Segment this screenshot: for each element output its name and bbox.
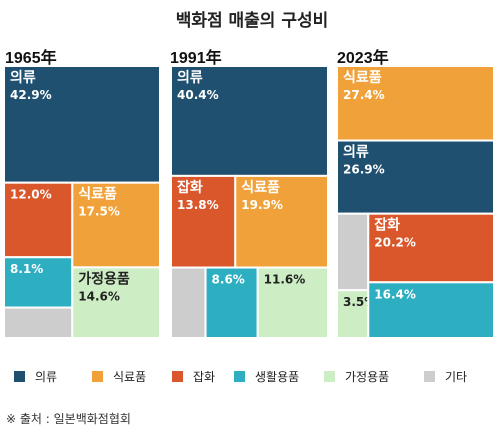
legend-label: 기타 bbox=[445, 370, 468, 384]
tile-0-5 bbox=[3, 306, 74, 339]
tile-value-label: 16.4% bbox=[374, 287, 416, 301]
tile-1-0 bbox=[170, 65, 329, 177]
tile-label: 의류 bbox=[10, 69, 36, 86]
legend-item-기타: 기타 bbox=[424, 368, 467, 385]
legend-label: 의류 bbox=[35, 370, 58, 384]
tile-value-label: 20.2% bbox=[374, 236, 416, 250]
legend-swatch bbox=[234, 371, 245, 382]
tile-1-2 bbox=[234, 174, 329, 269]
legend-label: 생활용품 bbox=[255, 370, 300, 384]
tile-value-label: 8.6% bbox=[212, 273, 245, 287]
tile-0-1 bbox=[3, 181, 74, 259]
source-note: ※ 출처 : 일본백화점협회 bbox=[6, 412, 131, 426]
tile-value-label: 14.6% bbox=[78, 289, 120, 303]
legend-item-식료품: 식료품 bbox=[92, 368, 146, 385]
treemap-charts: 의류 42.9% 12.0% 8.1% 식료품 17.5% 가정용품 14.6% 의류 40.4%… bbox=[3, 65, 495, 339]
tile-2-5 bbox=[367, 281, 495, 339]
tile-label: 식료품 bbox=[343, 70, 382, 86]
tile-value-label: 42.9% bbox=[10, 88, 52, 102]
year-label-1965: 1965年 bbox=[5, 50, 57, 67]
tile-value-label: 13.8% bbox=[177, 198, 219, 212]
tile-2-3 bbox=[367, 212, 495, 284]
tile-value-label: 40.4% bbox=[177, 88, 219, 102]
legend-swatch bbox=[92, 371, 103, 382]
tile-value-label: 8.1% bbox=[10, 262, 43, 276]
tile-value-label: 19.9% bbox=[241, 198, 283, 212]
tile-value-label: 12.0% bbox=[10, 188, 52, 202]
tile-0-4 bbox=[71, 266, 161, 339]
chart-title: 백화점 매출의 구성비 bbox=[175, 11, 329, 31]
tile-0-3 bbox=[3, 256, 74, 309]
legend-item-가정용품: 가정용품 bbox=[324, 368, 389, 385]
tile-2-4 bbox=[336, 289, 370, 339]
tile-2-2 bbox=[336, 212, 370, 292]
tile-value-label: 11.6% bbox=[264, 273, 306, 287]
tile-value-label: 27.4% bbox=[343, 88, 385, 102]
legend-swatch bbox=[324, 371, 335, 382]
tile-value-label: 17.5% bbox=[78, 205, 120, 219]
legend-item-잡화: 잡화 bbox=[172, 368, 215, 385]
tile-0-0 bbox=[3, 65, 161, 184]
tile-label: 잡화 bbox=[374, 217, 400, 234]
tile-label: 식료품 bbox=[241, 180, 280, 196]
tile-2-1 bbox=[336, 139, 495, 215]
tile-1-1 bbox=[170, 174, 237, 269]
legend-swatch bbox=[172, 371, 183, 382]
legend-swatch bbox=[14, 371, 25, 382]
legend-label: 가정용품 bbox=[345, 370, 390, 384]
legend-item-생활용품: 생활용품 bbox=[234, 368, 299, 385]
tile-1-5 bbox=[256, 266, 330, 339]
legend-item-의류: 의류 bbox=[14, 368, 57, 385]
year-label-2023: 2023年 bbox=[337, 50, 389, 67]
legend-label: 식료품 bbox=[113, 370, 147, 384]
tile-value-label: 26.9% bbox=[343, 163, 385, 177]
tile-0-2 bbox=[71, 181, 161, 269]
tile-label: 의류 bbox=[177, 69, 203, 86]
tile-1-3 bbox=[170, 266, 207, 339]
legend-label: 잡화 bbox=[193, 370, 216, 384]
legend-swatch bbox=[424, 371, 435, 382]
tile-2-0 bbox=[336, 65, 495, 142]
tile-label: 식료품 bbox=[78, 187, 117, 203]
tile-label: 가정용품 bbox=[78, 270, 130, 287]
tile-label: 잡화 bbox=[177, 179, 203, 196]
year-label-1991: 1991年 bbox=[170, 50, 222, 67]
tile-label: 의류 bbox=[343, 144, 369, 161]
